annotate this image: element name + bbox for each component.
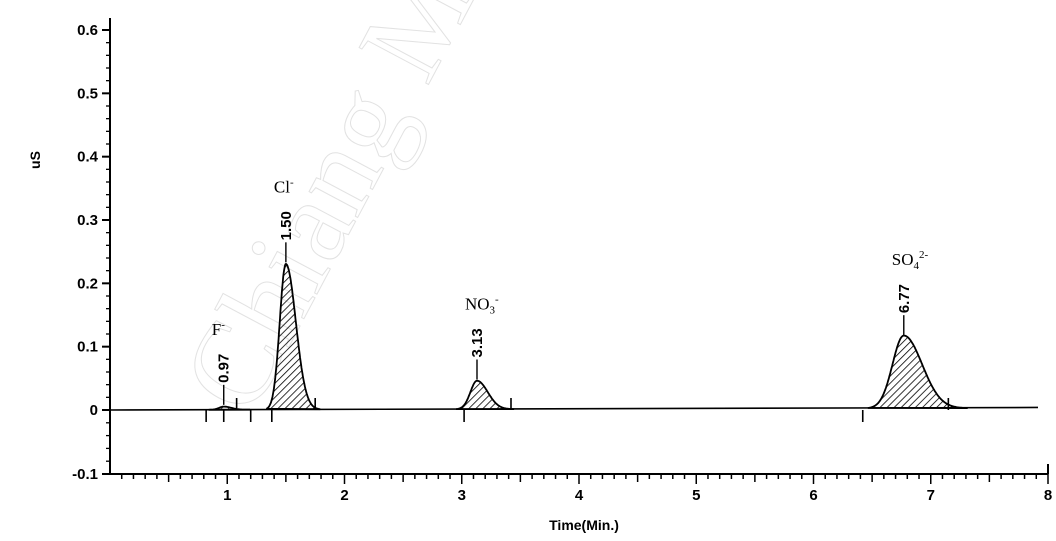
watermark-text: Chiang Mai bbox=[156, 0, 541, 432]
y-tick-label: -0.1 bbox=[72, 466, 98, 483]
y-axis-title: uS bbox=[27, 151, 43, 169]
x-axis-title: Time(Min.) bbox=[549, 517, 619, 533]
retention-time-label: 0.97 bbox=[216, 354, 233, 383]
x-tick-label: 1 bbox=[223, 487, 231, 504]
y-tick-label: 0.3 bbox=[77, 212, 98, 229]
x-tick-label: 2 bbox=[340, 487, 348, 504]
y-tick-label: 0.2 bbox=[77, 275, 98, 292]
retention-time-label: 6.77 bbox=[896, 284, 913, 313]
ion-charge: - bbox=[221, 319, 225, 331]
ion-subscript: 4 bbox=[914, 260, 920, 272]
x-tick-label: 3 bbox=[458, 487, 466, 504]
retention-time-label: 3.13 bbox=[469, 328, 486, 357]
watermark: Chiang Mai bbox=[155, 0, 541, 433]
ion-charge: - bbox=[495, 294, 499, 306]
x-tick-label: 5 bbox=[692, 487, 700, 504]
x-tick-label: 7 bbox=[927, 487, 935, 504]
y-tick-label: 0.4 bbox=[77, 149, 99, 166]
x-tick-label: 8 bbox=[1044, 487, 1052, 504]
ion-charge: 2- bbox=[919, 249, 929, 261]
x-tick-label: 4 bbox=[575, 487, 584, 504]
y-tick-label: 0.1 bbox=[77, 339, 98, 356]
peak-no bbox=[456, 379, 515, 410]
x-tick-label: 6 bbox=[809, 487, 817, 504]
y-tick-label: 0 bbox=[90, 402, 98, 419]
ion-label: Cl- bbox=[274, 176, 294, 196]
ion-charge: - bbox=[290, 176, 294, 188]
retention-time-label: 1.50 bbox=[278, 211, 295, 240]
peak-cl bbox=[265, 263, 321, 411]
ion-label: NO3- bbox=[465, 294, 499, 317]
peak-so bbox=[867, 334, 968, 409]
peaks bbox=[208, 263, 968, 411]
ion-label: SO42- bbox=[892, 249, 929, 272]
peak-f bbox=[208, 405, 251, 411]
y-tick-label: 0.5 bbox=[77, 85, 98, 102]
ion-subscript: 3 bbox=[490, 305, 496, 317]
y-tick-label: 0.6 bbox=[77, 22, 98, 39]
